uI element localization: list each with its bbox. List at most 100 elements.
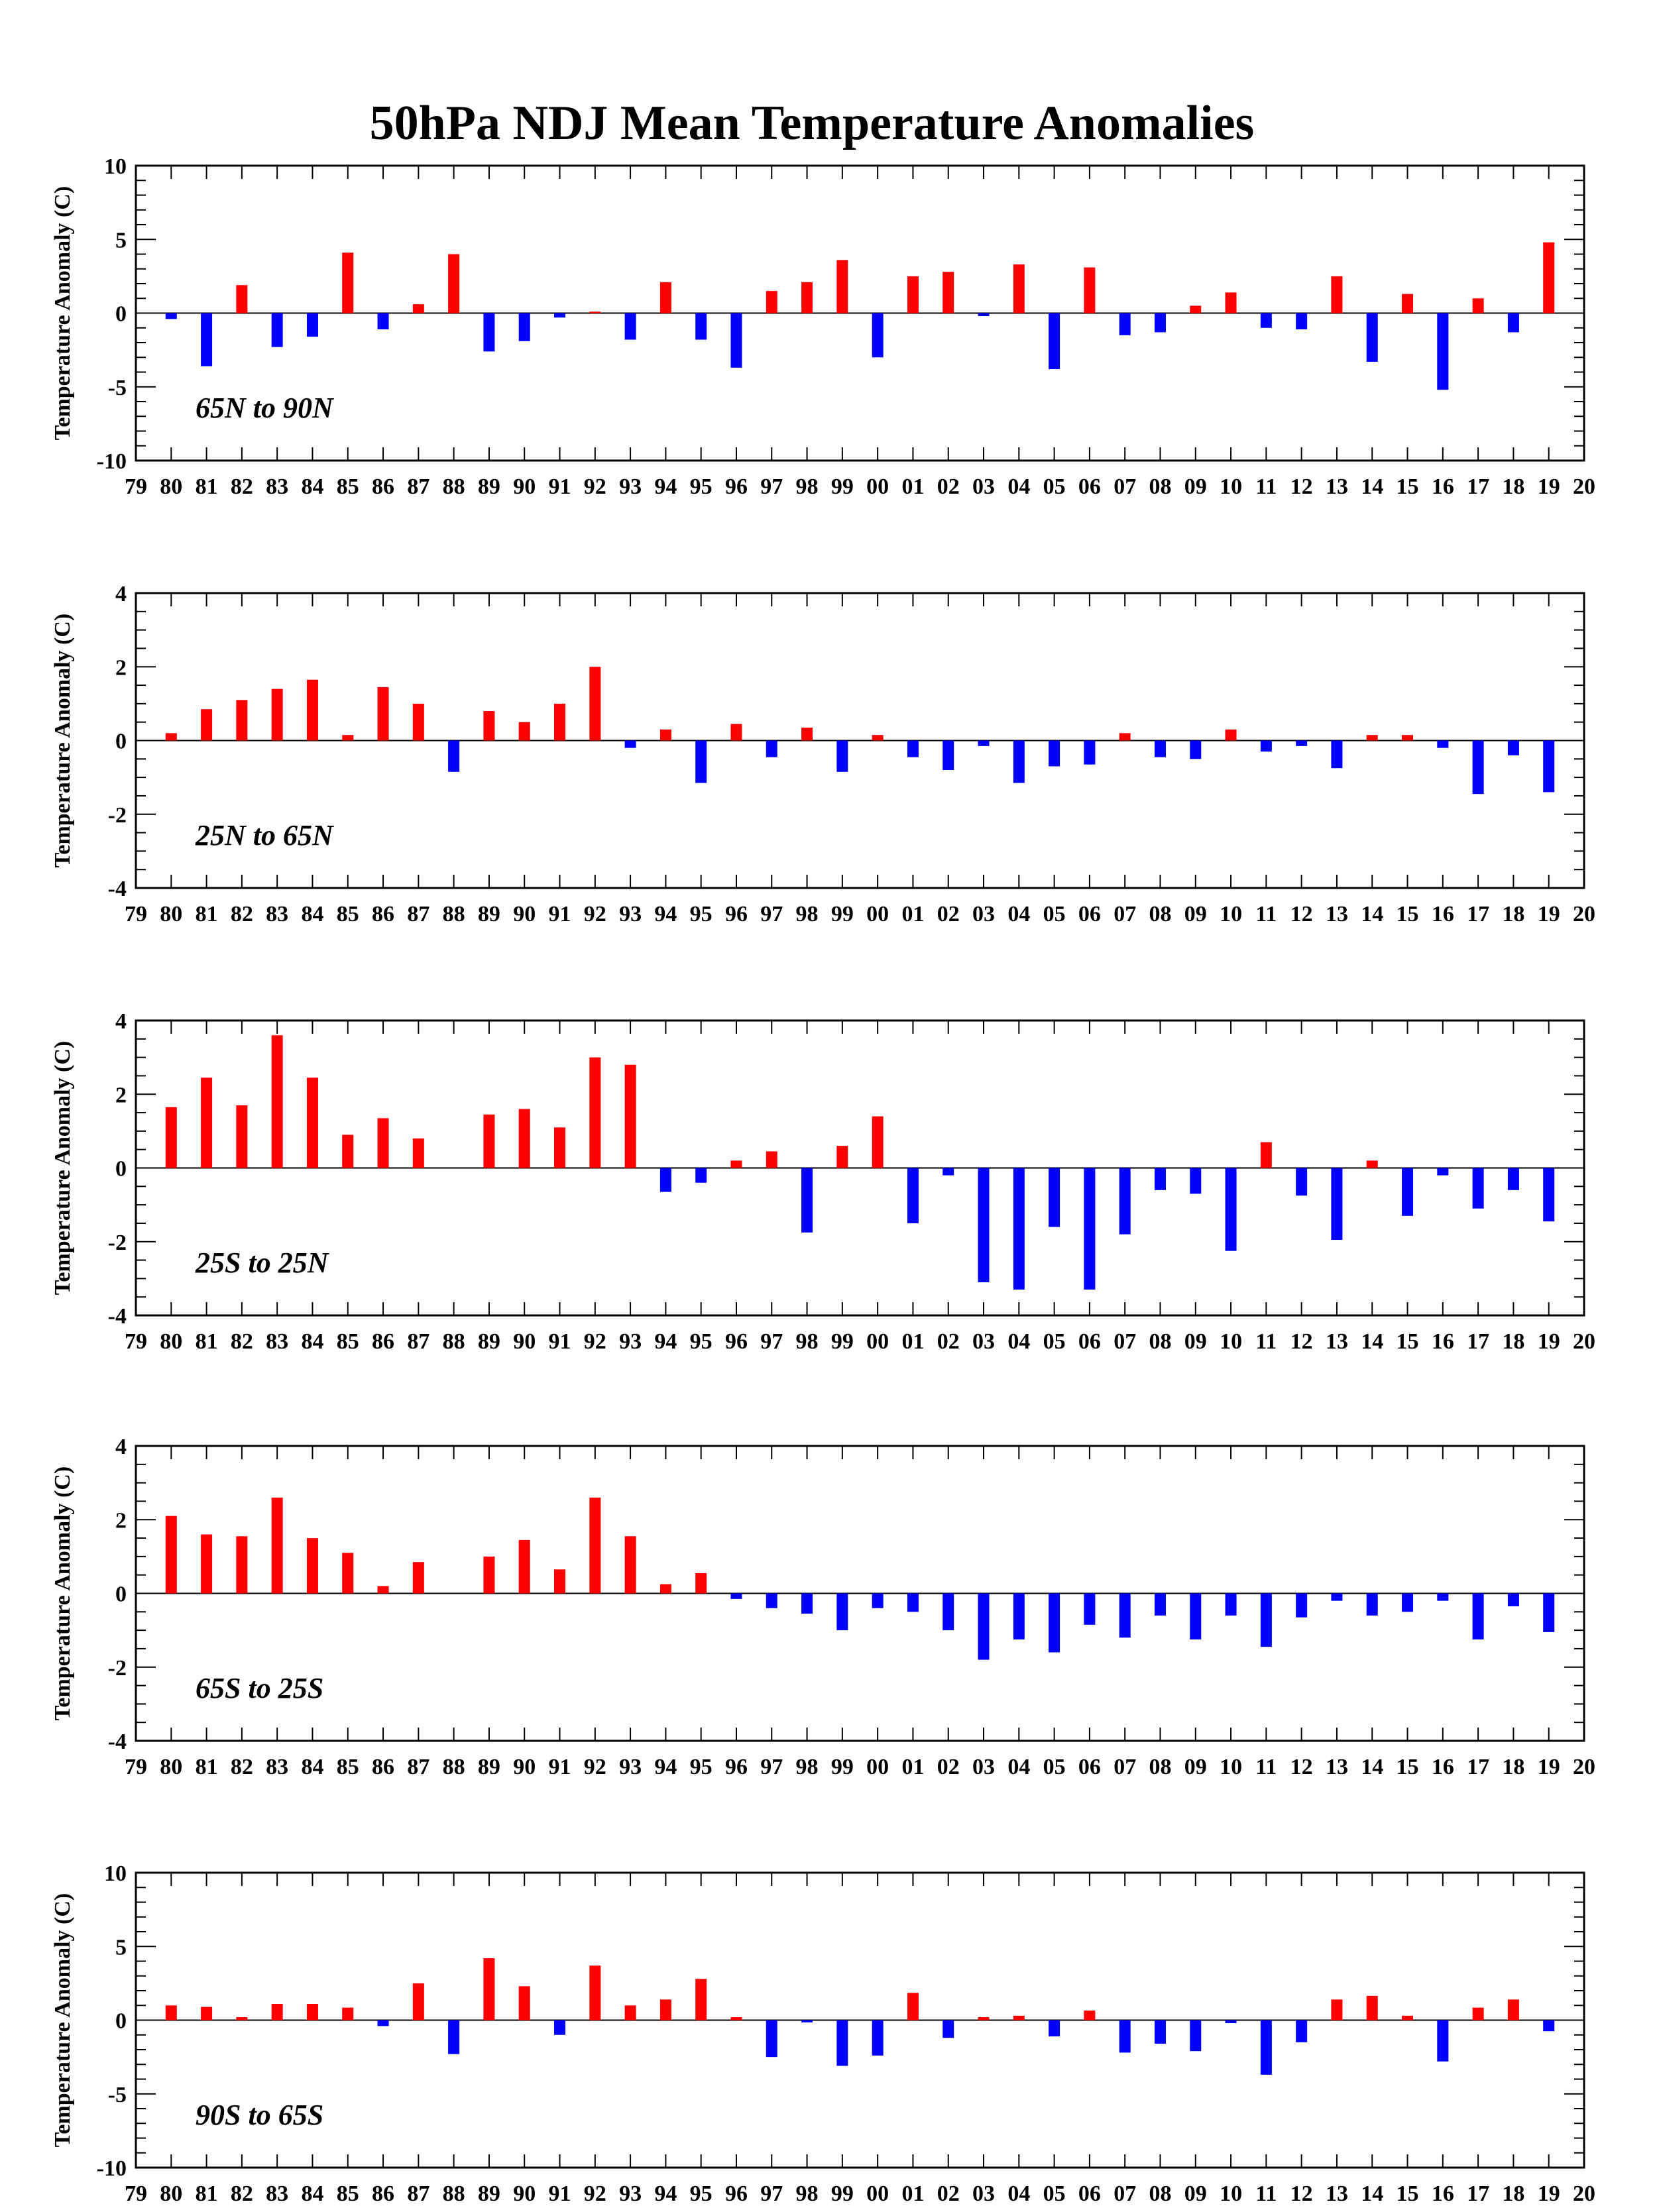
bar-99 <box>836 1146 848 1168</box>
region-label: 90S to 65S <box>196 2099 323 2131</box>
figure-title: 50hPa NDJ Mean Temperature Anomalies <box>370 96 1255 150</box>
x-tick-label: 16 <box>1432 1329 1454 1354</box>
x-tick-label: 17 <box>1467 2182 1489 2206</box>
bar-85 <box>342 1134 354 1168</box>
bar-19 <box>1543 2020 1555 2032</box>
x-tick-label: 84 <box>301 1329 323 1354</box>
x-tick-label: 04 <box>1007 474 1030 499</box>
x-tick-label: 11 <box>1255 1755 1277 1779</box>
bar-90 <box>518 313 530 341</box>
x-tick-label: 03 <box>972 1755 995 1779</box>
x-tick-label: 83 <box>266 902 288 926</box>
bar-97 <box>766 740 777 757</box>
bar-89 <box>483 1958 495 2020</box>
bar-06 <box>1084 267 1096 313</box>
bar-10 <box>1225 292 1237 313</box>
bar-80 <box>165 733 177 741</box>
x-tick-label: 82 <box>231 474 253 499</box>
y-axis-label: Temperature Anomaly (C) <box>50 186 75 440</box>
x-tick-label: 08 <box>1149 2182 1171 2206</box>
bar-81 <box>201 709 213 741</box>
bar-18 <box>1507 1999 1519 2020</box>
x-tick-label: 93 <box>619 1755 642 1779</box>
y-tick-label: -2 <box>108 803 127 828</box>
bar-08 <box>1154 1593 1166 1616</box>
x-tick-label: 79 <box>125 902 147 926</box>
y-tick-label: 5 <box>115 1935 127 1960</box>
x-tick-label: 87 <box>407 1329 429 1354</box>
x-tick-label: 04 <box>1007 1755 1030 1779</box>
x-tick-label: 09 <box>1184 474 1207 499</box>
bar-13 <box>1331 1593 1343 1601</box>
x-tick-label: 05 <box>1043 474 1066 499</box>
x-tick-label: 20 <box>1573 2182 1595 2206</box>
x-tick-label: 11 <box>1255 902 1277 926</box>
x-tick-label: 93 <box>619 902 642 926</box>
x-tick-label: 89 <box>478 902 500 926</box>
x-tick-label: 16 <box>1432 1755 1454 1779</box>
bar-04 <box>1013 264 1025 313</box>
y-tick-label: 0 <box>115 1157 127 1182</box>
x-tick-label: 86 <box>372 474 394 499</box>
x-tick-label: 05 <box>1043 2182 1066 2206</box>
x-tick-label: 83 <box>266 1329 288 1354</box>
bar-96 <box>730 724 742 741</box>
bar-02 <box>943 272 954 313</box>
bar-96 <box>730 2017 742 2020</box>
bar-99 <box>836 740 848 772</box>
x-tick-label: 10 <box>1220 902 1242 926</box>
x-tick-label: 17 <box>1467 1755 1489 1779</box>
x-tick-label: 98 <box>796 2182 819 2206</box>
x-tick-label: 19 <box>1538 2182 1560 2206</box>
x-tick-label: 15 <box>1397 2182 1419 2206</box>
x-tick-label: 98 <box>796 1755 819 1779</box>
x-tick-label: 92 <box>584 2182 606 2206</box>
x-tick-label: 87 <box>407 1755 429 1779</box>
bar-87 <box>412 703 424 741</box>
bar-01 <box>907 276 919 313</box>
x-tick-label: 85 <box>337 474 359 499</box>
x-tick-label: 13 <box>1326 2182 1348 2206</box>
bar-16 <box>1437 1593 1449 1601</box>
bar-81 <box>201 1078 213 1168</box>
bar-15 <box>1402 1593 1414 1612</box>
x-tick-label: 84 <box>301 474 323 499</box>
y-axis-label: Temperature Anomaly (C) <box>50 1041 75 1295</box>
bar-91 <box>554 1127 566 1168</box>
y-axis-label: Temperature Anomaly (C) <box>50 614 75 867</box>
x-tick-label: 20 <box>1573 474 1595 499</box>
x-tick-label: 10 <box>1220 474 1242 499</box>
bar-12 <box>1296 740 1308 746</box>
x-tick-label: 99 <box>831 2182 854 2206</box>
bar-94 <box>659 282 671 313</box>
x-tick-label: 96 <box>725 2182 748 2206</box>
y-tick-label: 10 <box>104 1861 127 1886</box>
region-label: 65S to 25S <box>196 1672 323 1704</box>
bar-05 <box>1049 313 1060 370</box>
bar-19 <box>1543 1168 1555 1222</box>
bar-14 <box>1366 313 1378 362</box>
x-tick-label: 83 <box>266 2182 288 2206</box>
bar-09 <box>1190 2020 1202 2052</box>
bar-09 <box>1190 305 1202 313</box>
x-tick-label: 81 <box>196 2182 218 2206</box>
bar-17 <box>1472 740 1484 795</box>
bar-12 <box>1296 2020 1308 2042</box>
y-tick-label: -5 <box>108 2083 127 2107</box>
bar-02 <box>943 2020 954 2038</box>
bar-93 <box>624 1536 636 1594</box>
x-tick-label: 90 <box>513 1755 536 1779</box>
y-tick-label: 5 <box>115 228 127 252</box>
x-tick-label: 96 <box>725 1329 748 1354</box>
x-tick-label: 19 <box>1538 1755 1560 1779</box>
x-tick-label: 12 <box>1290 474 1313 499</box>
bar-95 <box>695 1979 707 2020</box>
x-tick-label: 96 <box>725 474 748 499</box>
x-tick-label: 06 <box>1078 2182 1101 2206</box>
bar-16 <box>1437 2020 1449 2062</box>
x-tick-label: 91 <box>549 1755 571 1779</box>
x-tick-label: 88 <box>443 902 465 926</box>
y-tick-label: 0 <box>115 1582 127 1607</box>
y-tick-label: 0 <box>115 302 127 327</box>
